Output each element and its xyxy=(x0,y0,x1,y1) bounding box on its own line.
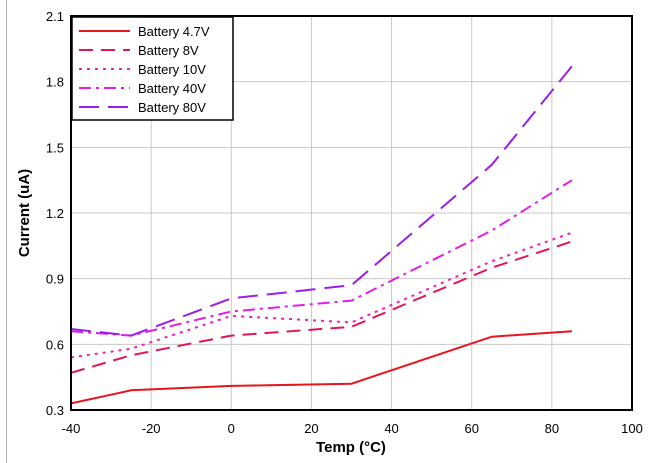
legend: Battery 4.7V Battery 8V Battery 10V Battery… xyxy=(71,16,234,121)
series-line-5 xyxy=(70,65,573,337)
left-frame-border xyxy=(6,0,7,463)
x-axis-label: Temp (°C) xyxy=(316,439,386,456)
x-tick-label: 60 xyxy=(464,421,478,436)
legend-label: Battery 80V xyxy=(138,100,206,115)
y-tick-label: 0.6 xyxy=(46,337,64,352)
series-line-3 xyxy=(70,231,573,359)
y-axis-label: Current (uA) xyxy=(16,169,33,257)
legend-label: Battery 4.7V xyxy=(138,24,210,39)
x-tick-labels: -40 -20 0 20 40 60 80 100 xyxy=(62,421,643,436)
legend-label: Battery 8V xyxy=(138,43,199,58)
x-tick-label: 0 xyxy=(228,421,235,436)
x-tick-label: 40 xyxy=(384,421,398,436)
x-tick-label: 20 xyxy=(304,421,318,436)
legend-label: Battery 10V xyxy=(138,62,206,77)
series-line-1 xyxy=(70,330,572,405)
x-tick-label: 80 xyxy=(545,421,559,436)
y-tick-label: 2.1 xyxy=(46,9,64,24)
y-tick-labels: 0.3 0.6 0.9 1.2 1.5 1.8 2.1 xyxy=(46,9,64,418)
y-tick-label: 1.2 xyxy=(46,206,64,221)
x-tick-label: -40 xyxy=(62,421,81,436)
plot-area-border xyxy=(70,15,633,411)
y-tick-label: 0.9 xyxy=(46,272,64,287)
y-tick-label: 0.3 xyxy=(46,403,64,418)
y-tick-label: 1.8 xyxy=(46,75,64,90)
legend-label: Battery 40V xyxy=(138,81,206,96)
series-line-4 xyxy=(70,179,573,337)
series-line-2 xyxy=(70,240,573,374)
legend-box xyxy=(71,16,234,121)
x-tick-label: -20 xyxy=(142,421,161,436)
x-tick-label: 100 xyxy=(621,421,643,436)
series-lines xyxy=(70,65,573,405)
y-tick-label: 1.5 xyxy=(46,140,64,155)
